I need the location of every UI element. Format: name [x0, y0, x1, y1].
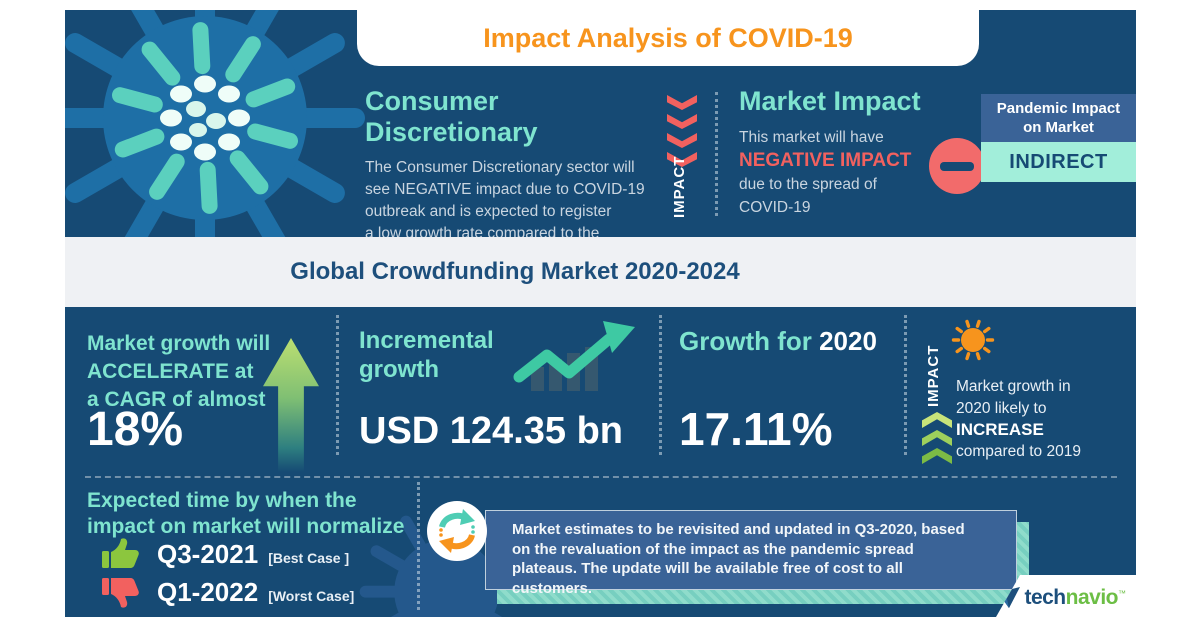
bottom-divider [417, 482, 420, 610]
top-column-divider [715, 92, 718, 216]
impact-vertical-label: IMPACT [671, 155, 688, 218]
pandemic-box-value: INDIRECT [981, 142, 1136, 182]
brand-corner: tech navio ™ [996, 575, 1136, 617]
normalize-heading: Expected time by when the impact on mark… [87, 489, 405, 538]
logo-tm: ™ [1118, 588, 1126, 598]
worst-case-row: Q1-2022 [Worst Case] [101, 574, 354, 610]
pandemic-impact-box: Pandemic Impact on Market INDIRECT [981, 94, 1136, 182]
market-title-band: Global Crowdfunding Market 2020-2024 [65, 237, 1136, 307]
chevron-down-icon [667, 114, 697, 129]
logo-tech: tech [1024, 586, 1066, 609]
logo-navio: navio [1065, 586, 1119, 609]
growth-year: 2020 [819, 326, 877, 356]
cagr-heading: Market growth will ACCELERATE at a CAGR … [87, 332, 271, 411]
stats-divider [659, 315, 662, 455]
sector-title: Consumer Discretionary [365, 86, 538, 147]
growth-2020-value: 17.11% [679, 403, 833, 455]
pandemic-box-header: Pandemic Impact on Market [981, 94, 1136, 142]
infographic-root: Impact Analysis of COVID-19 Consumer Dis… [65, 10, 1136, 617]
negative-impact-highlight: NEGATIVE IMPACT [739, 150, 912, 171]
thumbs-up-icon [102, 538, 139, 568]
incremental-heading: Incremental growth [359, 327, 494, 383]
row-dashed-separator [85, 476, 1117, 478]
top-banner-title: Impact Analysis of COVID-19 [357, 10, 979, 66]
cagr-value: 18% [87, 403, 184, 456]
minus-icon [929, 138, 985, 194]
best-case-row: Q3-2021 [Best Case ] [101, 536, 349, 572]
chart-up-arrow-icon [513, 321, 635, 391]
note-text: Market estimates to be revisited and upd… [512, 521, 965, 597]
worst-case-value: Q1-2022 [157, 576, 259, 607]
best-case-value: Q3-2021 [157, 538, 259, 569]
technavio-logo: tech navio ™ [997, 586, 1126, 610]
market-impact-section: Market Impact This market will have NEGA… [739, 86, 969, 219]
increase-chevrons [922, 412, 952, 466]
chevron-up-icon [922, 448, 952, 464]
market-impact-title: Market Impact [739, 86, 921, 116]
sector-section: Consumer Discretionary The Consumer Disc… [365, 86, 665, 267]
refresh-icon [427, 501, 487, 561]
incremental-value: USD 124.35 bn [359, 410, 623, 452]
market-title: Global Crowdfunding Market 2020-2024 [290, 258, 740, 285]
impact-down-chevrons [667, 95, 697, 171]
chevron-up-icon [922, 412, 952, 428]
hero-virus-icon [65, 10, 365, 278]
impact-vertical-label: IMPACT [925, 344, 942, 407]
growth-arrow-icon [263, 338, 319, 472]
chevron-down-icon [667, 95, 697, 110]
thumbs-down-icon [102, 578, 139, 608]
note-card: Market estimates to be revisited and upd… [485, 510, 1017, 597]
chevron-down-icon [667, 133, 697, 148]
virus-sun-icon [951, 319, 995, 361]
worst-case-label: [Worst Case] [268, 588, 355, 604]
stats-divider [904, 315, 907, 455]
growth-2020-heading: Growth for 2020 [679, 326, 877, 356]
chevron-up-icon [922, 430, 952, 446]
best-case-label: [Best Case ] [268, 550, 350, 566]
stats-divider [336, 315, 339, 455]
impact-side-text: Market growth in 2020 likely to INCREASE… [956, 378, 1081, 460]
